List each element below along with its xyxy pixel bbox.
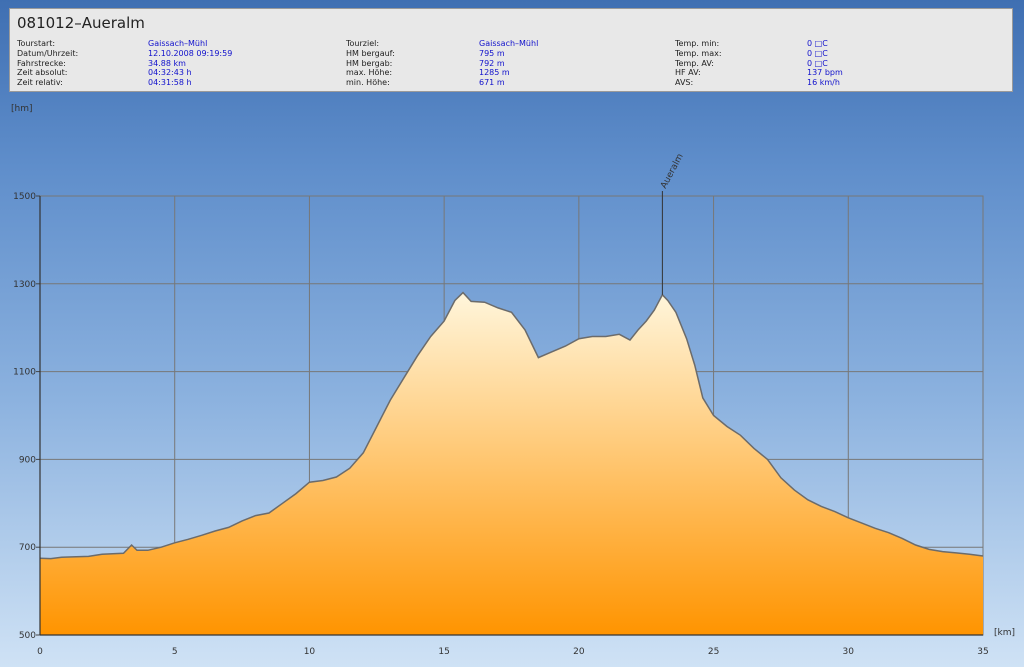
- info-label: HF AV:: [675, 68, 701, 78]
- x-tick-label: 30: [843, 647, 855, 657]
- info-label: max. Höhe:: [346, 68, 393, 78]
- info-label: Tourstart:: [17, 39, 56, 48]
- info-value: Gaissach–Mühl: [148, 39, 208, 48]
- info-label: min. Höhe:: [346, 78, 390, 88]
- info-value: Gaissach–Mühl: [479, 39, 539, 48]
- elevation-area: [40, 292, 983, 635]
- x-axis-label: [km]: [994, 628, 1015, 638]
- info-value: 671 m: [479, 78, 505, 88]
- info-value: 1285 m: [479, 68, 510, 78]
- info-label: Temp. AV:: [675, 58, 714, 68]
- info-value: 04:32:43 h: [148, 68, 192, 78]
- info-label: HM bergab:: [346, 58, 393, 68]
- x-tick-label: 20: [573, 647, 585, 657]
- y-tick-label: 500: [19, 631, 36, 641]
- x-tick-label: 10: [304, 647, 316, 657]
- info-label: Datum/Uhrzeit:: [17, 48, 79, 58]
- y-tick-label: 1100: [13, 368, 36, 378]
- y-tick-label: 900: [19, 455, 36, 465]
- info-value: 34.88 km: [148, 58, 186, 68]
- y-axis-label: [hm]: [11, 104, 33, 114]
- x-tick-label: 35: [977, 647, 988, 657]
- info-label: Temp. max:: [675, 48, 722, 58]
- info-value: 795 m: [479, 48, 505, 58]
- info-label: AVS:: [675, 78, 694, 88]
- info-label: Zeit relativ:: [17, 78, 63, 88]
- info-label: Zeit absolut:: [17, 68, 68, 78]
- info-value: 0 □C: [807, 39, 828, 48]
- x-tick-label: 25: [708, 647, 719, 657]
- info-value: 16 km/h: [807, 78, 840, 88]
- y-tick-label: 1500: [13, 192, 36, 202]
- info-value: 12.10.2008 09:19:59: [148, 48, 233, 58]
- x-tick-label: 5: [172, 647, 178, 657]
- info-value: 0 □C: [807, 58, 828, 68]
- info-value: 04:31:58 h: [148, 78, 192, 88]
- info-value: 0 □C: [807, 48, 828, 58]
- elevation-line: [39, 291, 984, 560]
- info-panel: 081012–Aueralm Tourstart: Gaissach–Mühl D…: [9, 8, 1013, 92]
- marker-label: Aueralm: [659, 152, 686, 190]
- info-label: Fahrstrecke:: [17, 58, 66, 68]
- info-label: HM bergauf:: [346, 48, 395, 58]
- x-tick-label: 0: [37, 647, 43, 657]
- info-label: Temp. min:: [675, 39, 720, 48]
- info-value: 137 bpm: [807, 68, 843, 78]
- y-tick-label: 700: [19, 543, 36, 553]
- y-tick-label: 1300: [13, 280, 36, 290]
- info-value: 792 m: [479, 58, 505, 68]
- x-tick-label: 15: [438, 647, 449, 657]
- info-label: Tourziel:: [346, 39, 380, 48]
- panel-title: 081012–Aueralm: [17, 14, 145, 32]
